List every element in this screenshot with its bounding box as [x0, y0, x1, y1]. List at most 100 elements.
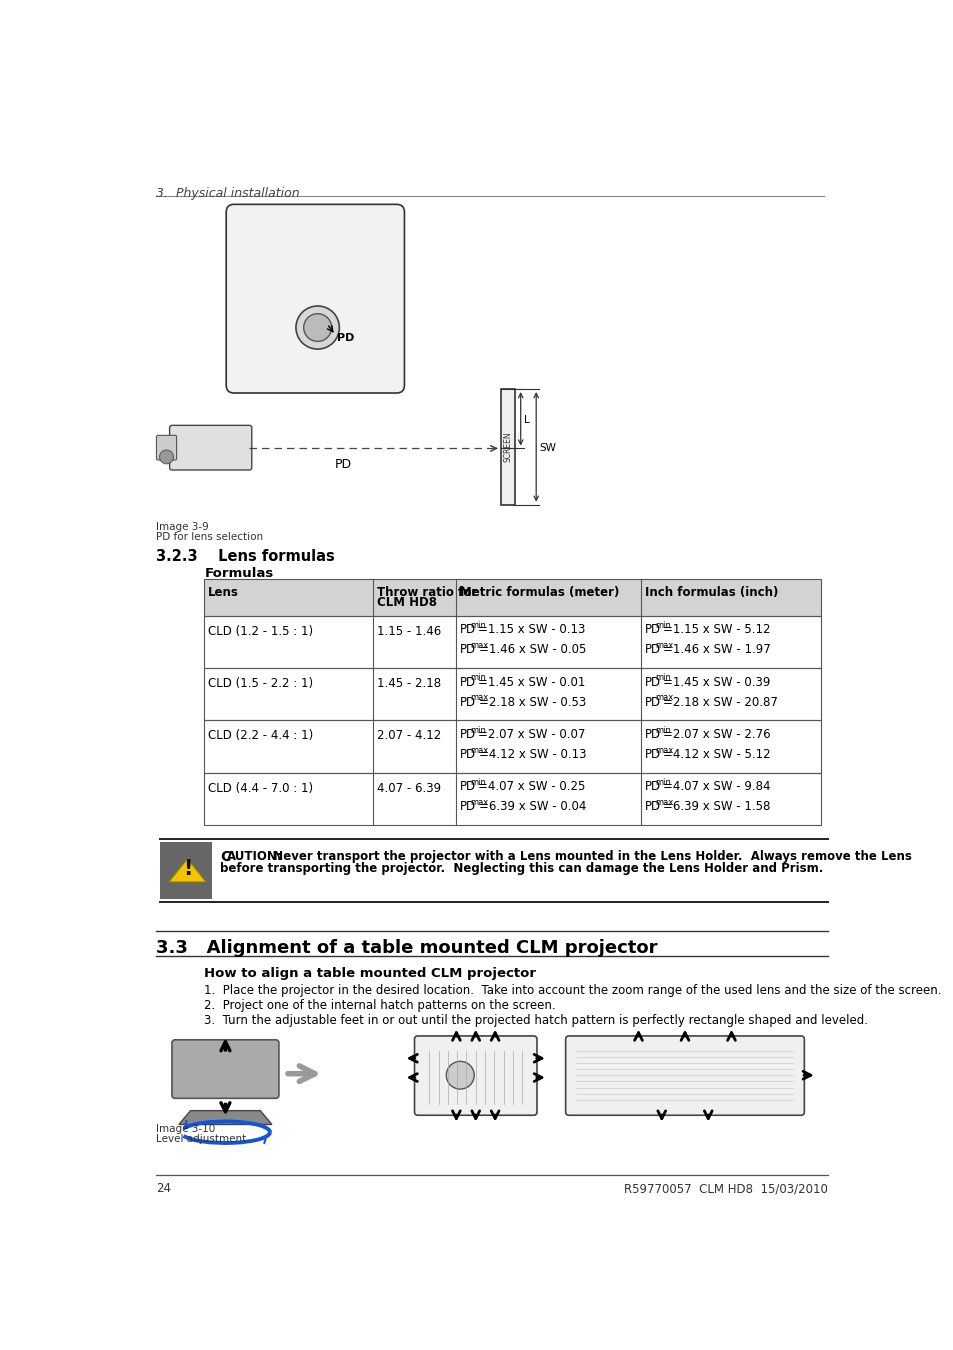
Text: max: max	[470, 745, 488, 755]
Text: PD: PD	[459, 780, 476, 794]
Text: PD: PD	[459, 801, 476, 813]
Text: =4.07 x SW - 9.84: =4.07 x SW - 9.84	[661, 780, 769, 794]
Text: PD: PD	[335, 459, 352, 471]
Text: PD: PD	[459, 728, 476, 741]
Text: SW: SW	[538, 443, 556, 454]
FancyBboxPatch shape	[565, 1035, 803, 1115]
Text: max: max	[654, 641, 672, 649]
Text: 2.  Project one of the internal hatch patterns on the screen.: 2. Project one of the internal hatch pat…	[204, 999, 556, 1012]
Text: Level adjustment: Level adjustment	[155, 1134, 246, 1143]
Text: C: C	[220, 849, 230, 864]
Text: =2.18 x SW - 0.53: =2.18 x SW - 0.53	[478, 695, 585, 709]
Bar	[159, 842, 212, 899]
Text: max: max	[654, 798, 672, 807]
FancyBboxPatch shape	[170, 425, 252, 470]
Text: 3.  Turn the adjustable feet in or out until the projected hatch pattern is perf: 3. Turn the adjustable feet in or out un…	[204, 1014, 867, 1027]
Text: =1.45 x SW - 0.01: =1.45 x SW - 0.01	[477, 675, 585, 688]
Text: Throw ratio for: Throw ratio for	[377, 586, 476, 598]
FancyBboxPatch shape	[172, 1040, 278, 1099]
Bar	[204, 772, 820, 825]
Text: max: max	[654, 694, 672, 702]
Text: min: min	[654, 778, 670, 787]
Polygon shape	[169, 859, 206, 882]
Text: before transporting the projector.  Neglecting this can damage the Lens Holder a: before transporting the projector. Negle…	[220, 861, 822, 875]
Text: PD: PD	[459, 675, 476, 688]
Polygon shape	[179, 1111, 272, 1125]
Text: 3.3   Alignment of a table mounted CLM projector: 3.3 Alignment of a table mounted CLM pro…	[155, 940, 657, 957]
Text: R59770057  CLM HD8  15/03/2010: R59770057 CLM HD8 15/03/2010	[624, 1183, 827, 1195]
Text: min: min	[654, 726, 670, 734]
Text: min: min	[654, 621, 670, 630]
Text: =2.07 x SW - 2.76: =2.07 x SW - 2.76	[661, 728, 769, 741]
Text: =1.46 x SW - 1.97: =1.46 x SW - 1.97	[662, 643, 770, 656]
Text: =4.12 x SW - 0.13: =4.12 x SW - 0.13	[478, 748, 586, 761]
Text: max: max	[654, 745, 672, 755]
Text: CLM HD8: CLM HD8	[377, 597, 436, 609]
Circle shape	[159, 450, 173, 464]
Text: =4.12 x SW - 5.12: =4.12 x SW - 5.12	[662, 748, 770, 761]
FancyBboxPatch shape	[226, 204, 404, 393]
Text: 1.15 - 1.46: 1.15 - 1.46	[377, 625, 441, 637]
Text: PD: PD	[644, 643, 660, 656]
Text: PD: PD	[336, 333, 354, 343]
Text: PD: PD	[644, 695, 660, 709]
Text: max: max	[470, 641, 488, 649]
Text: PD: PD	[459, 624, 476, 636]
Text: 24: 24	[155, 1183, 171, 1195]
Text: PD: PD	[644, 728, 660, 741]
Text: PD: PD	[644, 624, 660, 636]
Text: =1.15 x SW - 5.12: =1.15 x SW - 5.12	[661, 624, 769, 636]
Bar	[204, 579, 820, 616]
Text: PD: PD	[644, 675, 660, 688]
Text: =2.18 x SW - 20.87: =2.18 x SW - 20.87	[662, 695, 778, 709]
FancyBboxPatch shape	[156, 435, 176, 460]
Text: CLD (1.2 - 1.5 : 1): CLD (1.2 - 1.5 : 1)	[208, 625, 314, 637]
Text: min: min	[470, 778, 486, 787]
Text: PD: PD	[644, 748, 660, 761]
Text: min: min	[470, 621, 486, 630]
Text: =2.07 x SW - 0.07: =2.07 x SW - 0.07	[477, 728, 585, 741]
Text: max: max	[470, 798, 488, 807]
Text: L: L	[523, 414, 529, 424]
Text: =1.46 x SW - 0.05: =1.46 x SW - 0.05	[478, 643, 585, 656]
Text: 1.45 - 2.18: 1.45 - 2.18	[377, 678, 441, 690]
Text: CLD (1.5 - 2.2 : 1): CLD (1.5 - 2.2 : 1)	[208, 678, 314, 690]
Circle shape	[446, 1061, 474, 1089]
Text: 3.2.3    Lens formulas: 3.2.3 Lens formulas	[155, 549, 335, 564]
Text: =4.07 x SW - 0.25: =4.07 x SW - 0.25	[477, 780, 585, 794]
Text: max: max	[470, 694, 488, 702]
Text: AUTION:: AUTION:	[227, 849, 282, 863]
Text: =1.45 x SW - 0.39: =1.45 x SW - 0.39	[661, 675, 769, 688]
Text: SCREEN: SCREEN	[502, 432, 512, 462]
Text: Image 3-9: Image 3-9	[155, 522, 208, 532]
Text: How to align a table mounted CLM projector: How to align a table mounted CLM project…	[204, 967, 536, 980]
Text: Inch formulas (inch): Inch formulas (inch)	[644, 586, 778, 598]
Circle shape	[303, 313, 332, 342]
Text: !: !	[183, 859, 192, 879]
Text: 2.07 - 4.12: 2.07 - 4.12	[377, 729, 441, 742]
Text: PD: PD	[459, 695, 476, 709]
Text: Formulas: Formulas	[204, 567, 274, 580]
Text: CLD (4.4 - 7.0 : 1): CLD (4.4 - 7.0 : 1)	[208, 782, 314, 795]
Text: min: min	[470, 674, 486, 682]
Text: Lens: Lens	[208, 586, 239, 598]
Text: PD for lens selection: PD for lens selection	[155, 532, 262, 541]
Text: min: min	[470, 726, 486, 734]
Text: Never transport the projector with a Lens mounted in the Lens Holder.  Always re: Never transport the projector with a Len…	[265, 849, 911, 863]
Text: Metric formulas (meter): Metric formulas (meter)	[459, 586, 619, 598]
Text: 1.  Place the projector in the desired location.  Take into account the zoom ran: 1. Place the projector in the desired lo…	[204, 984, 941, 996]
Bar	[204, 668, 820, 721]
FancyBboxPatch shape	[415, 1035, 537, 1115]
Text: 4.07 - 6.39: 4.07 - 6.39	[377, 782, 441, 795]
Text: PD: PD	[644, 801, 660, 813]
Text: =6.39 x SW - 1.58: =6.39 x SW - 1.58	[662, 801, 770, 813]
Text: Image 3-10: Image 3-10	[155, 1125, 214, 1134]
Bar	[204, 616, 820, 668]
Text: PD: PD	[644, 780, 660, 794]
Bar	[500, 389, 514, 505]
Text: PD: PD	[459, 643, 476, 656]
Bar	[204, 721, 820, 772]
Bar	[204, 579, 820, 616]
Text: 3.  Physical installation: 3. Physical installation	[155, 186, 299, 200]
Text: PD: PD	[459, 748, 476, 761]
